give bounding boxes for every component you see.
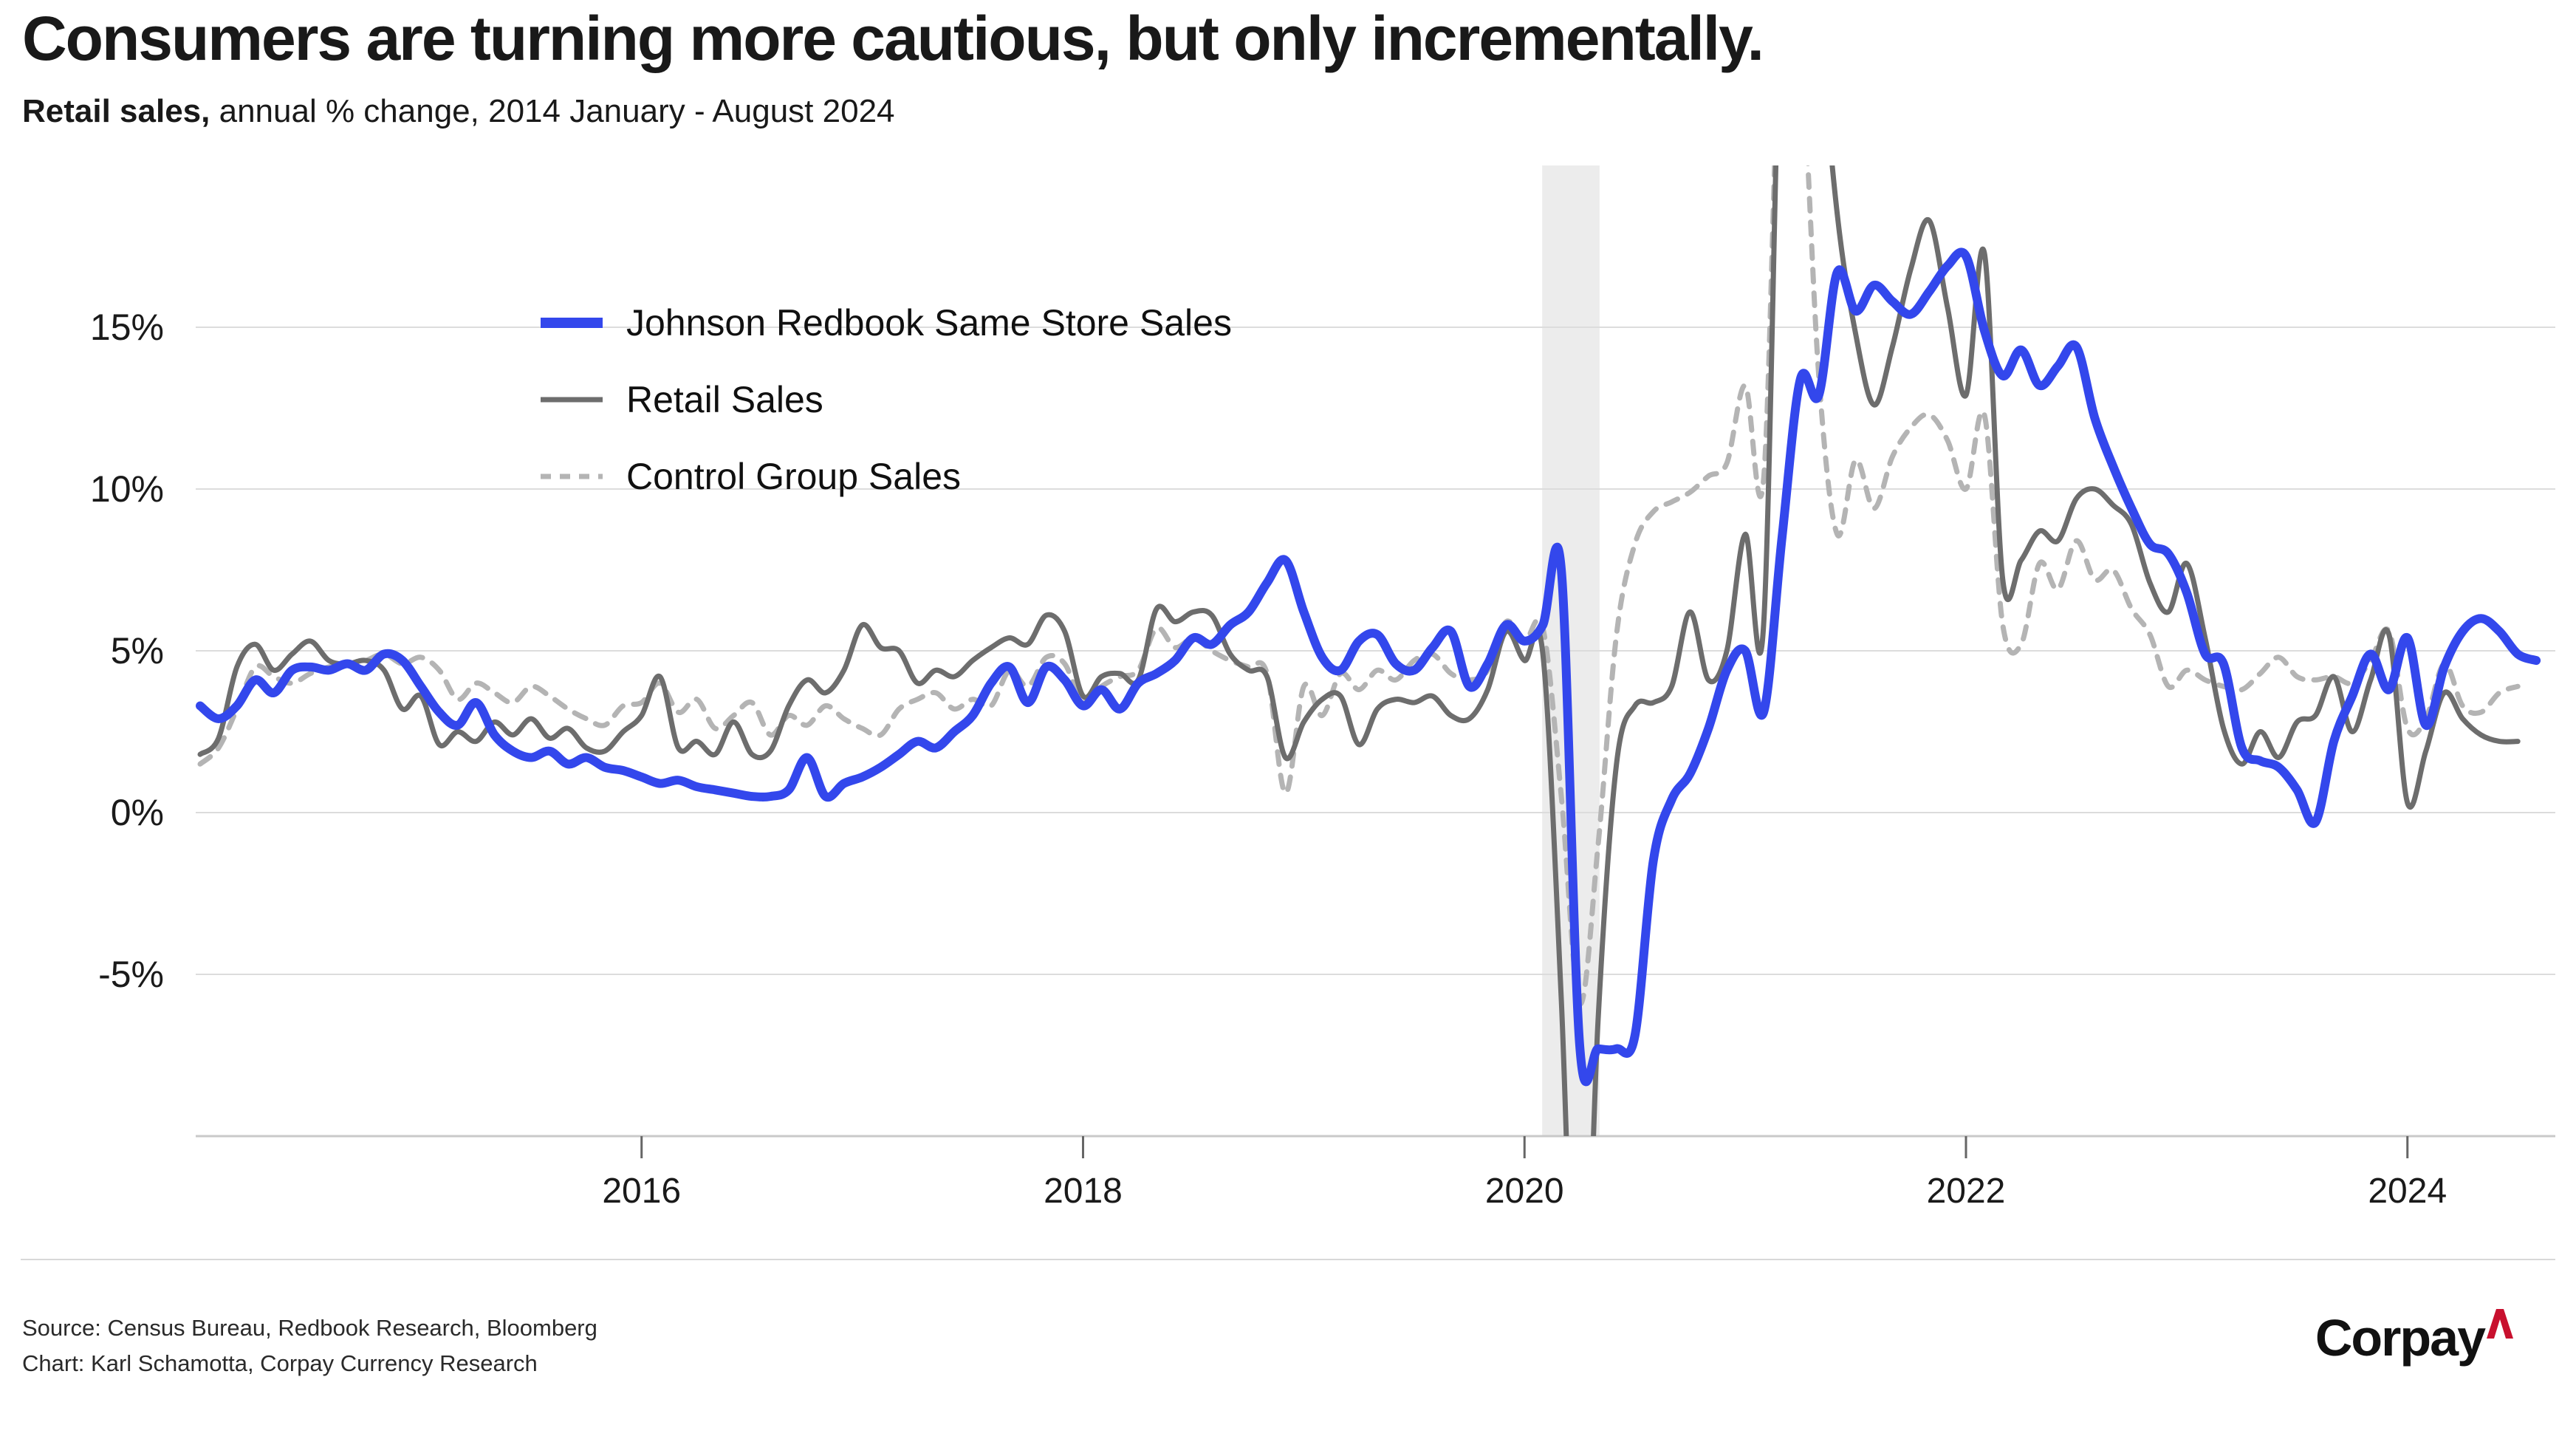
chart-credit: Chart: Karl Schamotta, Corpay Currency R…	[22, 1350, 538, 1376]
corpay-caret-icon	[2487, 1309, 2513, 1339]
y-axis-label: 0%	[111, 792, 164, 833]
x-axis-label: 2016	[602, 1172, 681, 1211]
x-axis-label: 2024	[2368, 1172, 2447, 1211]
y-axis-label: 10%	[90, 468, 164, 510]
legend-item: Control Group Sales	[539, 438, 1232, 515]
subtitle-rest: annual % change, 2014 January - August 2…	[210, 93, 895, 129]
x-axis-label: 2020	[1485, 1172, 1564, 1211]
series-line-johnson-redbook-same-store-sales	[196, 247, 2541, 1087]
legend-item-label: Johnson Redbook Same Store Sales	[626, 302, 1232, 343]
corpay-logo-text: Corpay	[2315, 1309, 2486, 1367]
legend-item-label: Retail Sales	[626, 379, 823, 420]
legend-swatch-icon	[541, 318, 603, 328]
page-subtitle: Retail sales, annual % change, 2014 Janu…	[22, 93, 895, 130]
legend-item: Retail Sales	[539, 361, 1232, 438]
y-axis-label: -5%	[98, 954, 164, 995]
x-axis-label: 2022	[1927, 1172, 2006, 1211]
legend-swatch-icon	[541, 474, 603, 479]
series-line-retail-sales	[197, 165, 2521, 1136]
series-group	[196, 165, 2541, 1136]
chart-legend: Johnson Redbook Same Store Sales Retail S…	[539, 284, 1232, 515]
legend-swatch-icon	[541, 397, 603, 403]
y-axis-label: 15%	[90, 307, 164, 348]
y-axis-label: 5%	[111, 630, 164, 671]
page-title: Consumers are turning more cautious, but…	[22, 4, 1764, 73]
subtitle-bold: Retail sales,	[22, 93, 210, 129]
legend-item-label: Control Group Sales	[626, 456, 962, 497]
corpay-logo: Corpay	[2315, 1309, 2513, 1367]
legend-item: Johnson Redbook Same Store Sales	[539, 284, 1232, 361]
x-axis-label: 2018	[1044, 1172, 1123, 1211]
source-credit: Source: Census Bureau, Redbook Research,…	[22, 1315, 597, 1341]
footer-divider	[21, 1259, 2555, 1260]
